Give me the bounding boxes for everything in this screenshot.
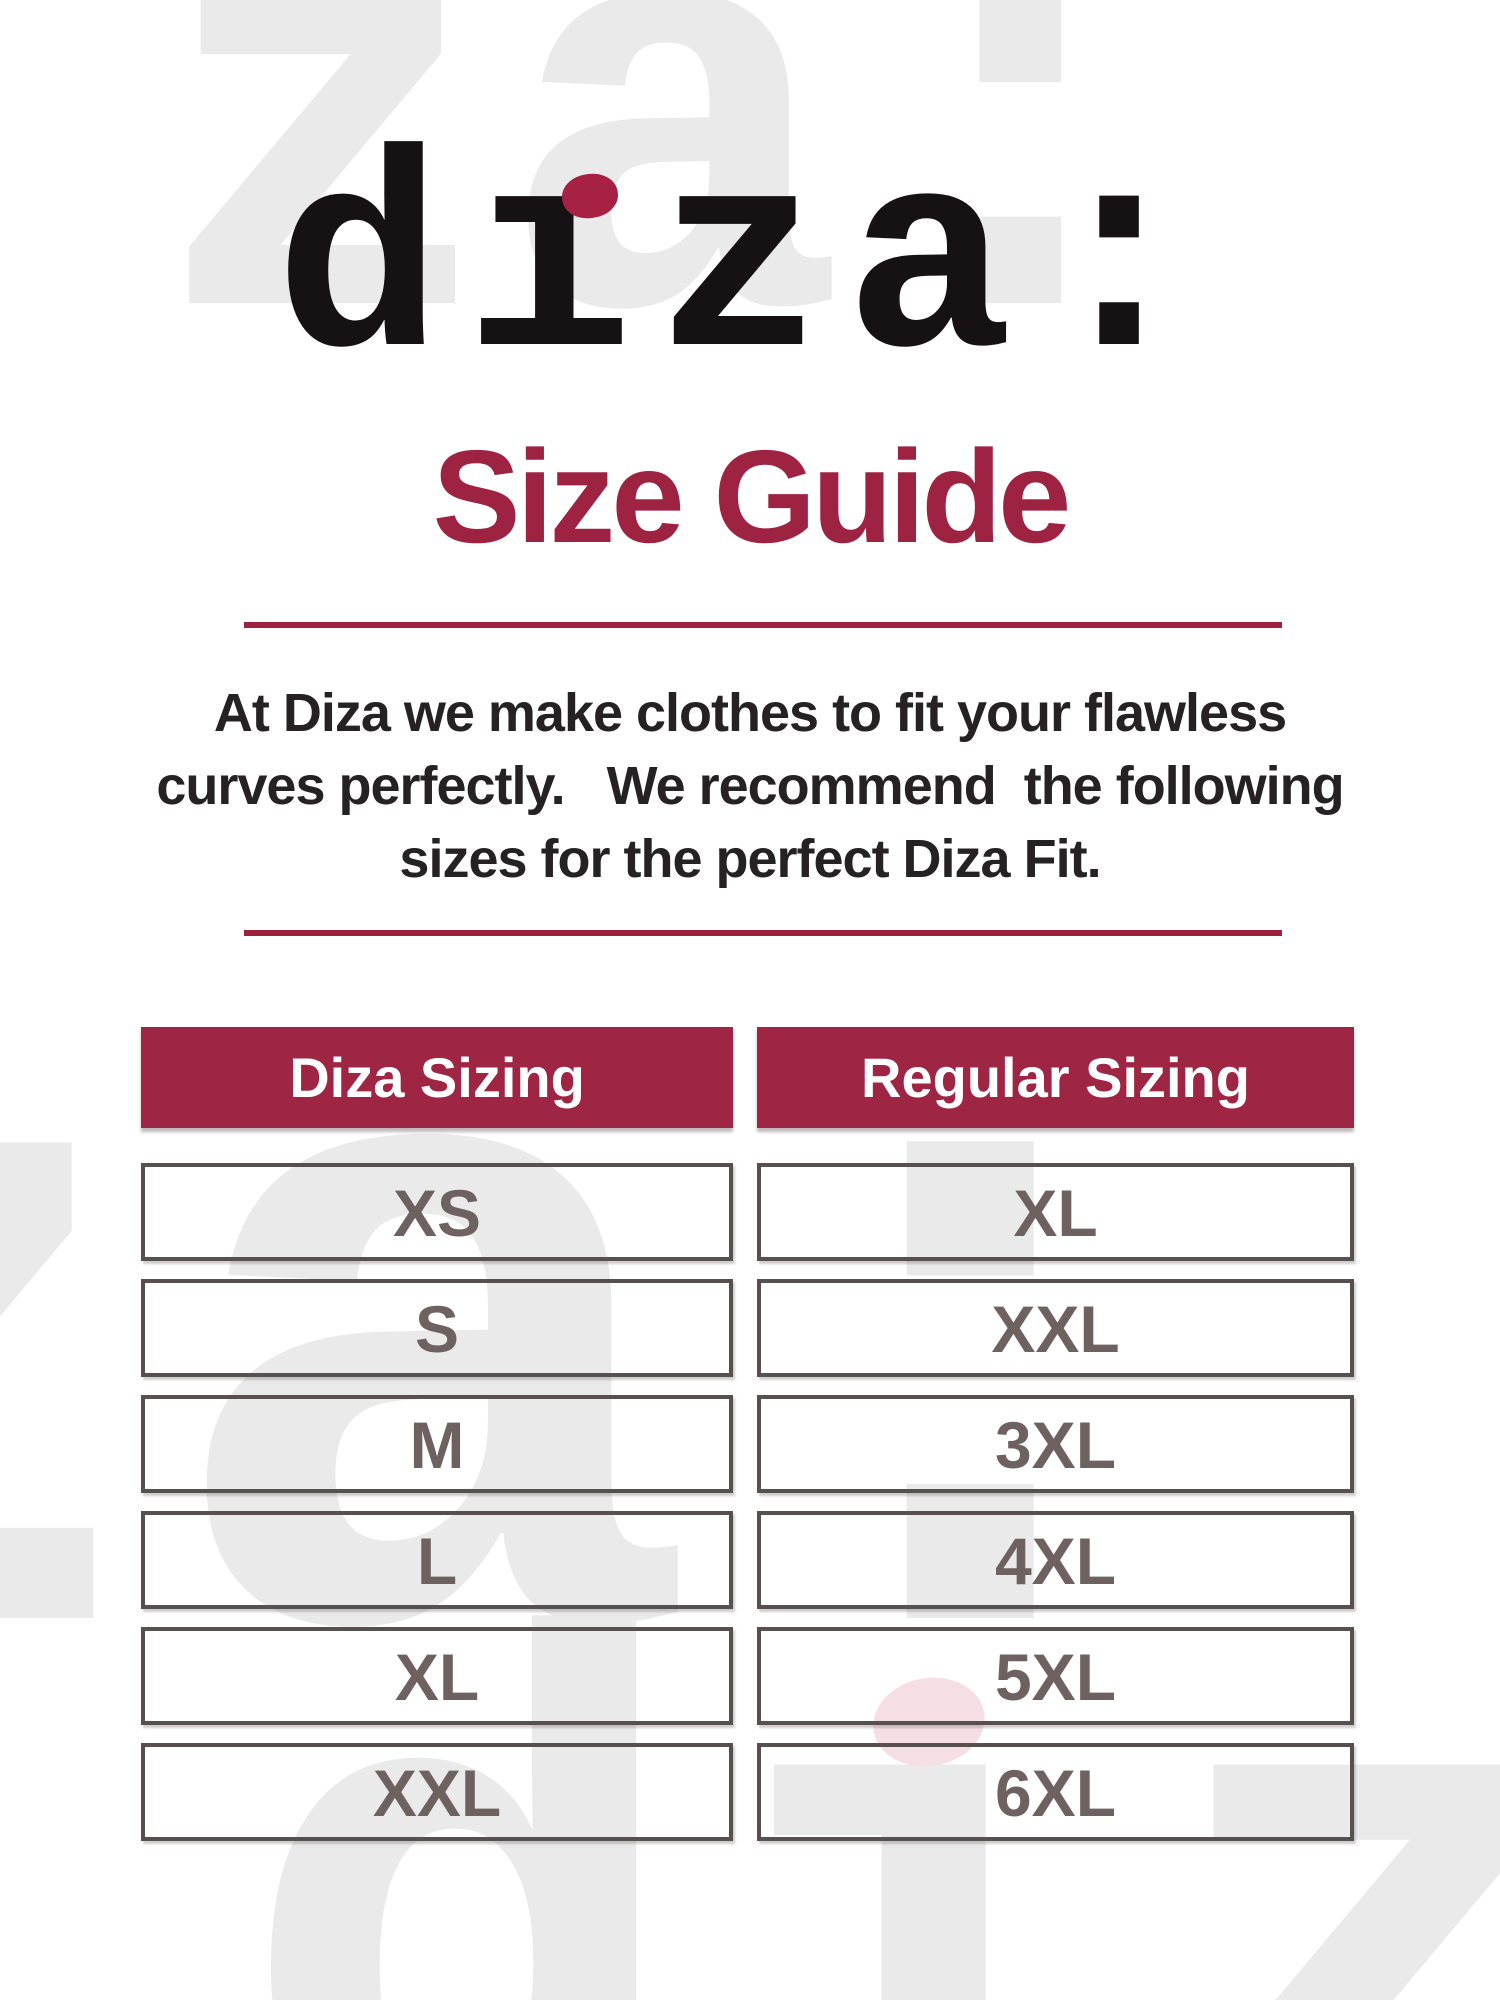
page-title: Size Guide [432, 423, 1072, 570]
regular-size-cell-row1: XL [757, 1163, 1354, 1261]
column-header-diza-sizing: Diza Sizing [141, 1027, 733, 1128]
brand-logo: dıza: [274, 112, 1226, 429]
divider-top [244, 622, 1282, 628]
regular-size-cell-row5: 5XL [757, 1627, 1354, 1725]
diza-size-cell-row5: XL [141, 1627, 733, 1725]
watermark-top-letters: za: [150, 0, 1195, 478]
watermark-bottom-letters: dız [235, 1534, 1500, 2000]
regular-size-cell-row6: 6XL [757, 1743, 1354, 1841]
intro-paragraph: At Diza we make clothes to fit your flaw… [0, 677, 1500, 896]
regular-size-cell-row3: 3XL [757, 1395, 1354, 1493]
intro-line-3: sizes for the perfect Diza Fit. [399, 829, 1101, 889]
intro-line-2: curves perfectly. We recommend the follo… [156, 756, 1344, 816]
regular-size-cell-row4: 4XL [757, 1511, 1354, 1609]
diza-size-cell-row3: M [141, 1395, 733, 1493]
regular-size-cell-row2: XXL [757, 1279, 1354, 1377]
diza-size-cell-row6: XXL [141, 1743, 733, 1841]
column-header-regular-sizing: Regular Sizing [757, 1027, 1354, 1128]
diza-size-cell-row2: S [141, 1279, 733, 1377]
diza-size-cell-row4: L [141, 1511, 733, 1609]
divider-bottom [244, 930, 1282, 936]
intro-line-1: At Diza we make clothes to fit your flaw… [213, 683, 1287, 743]
diza-size-cell-row1: XS [141, 1163, 733, 1261]
